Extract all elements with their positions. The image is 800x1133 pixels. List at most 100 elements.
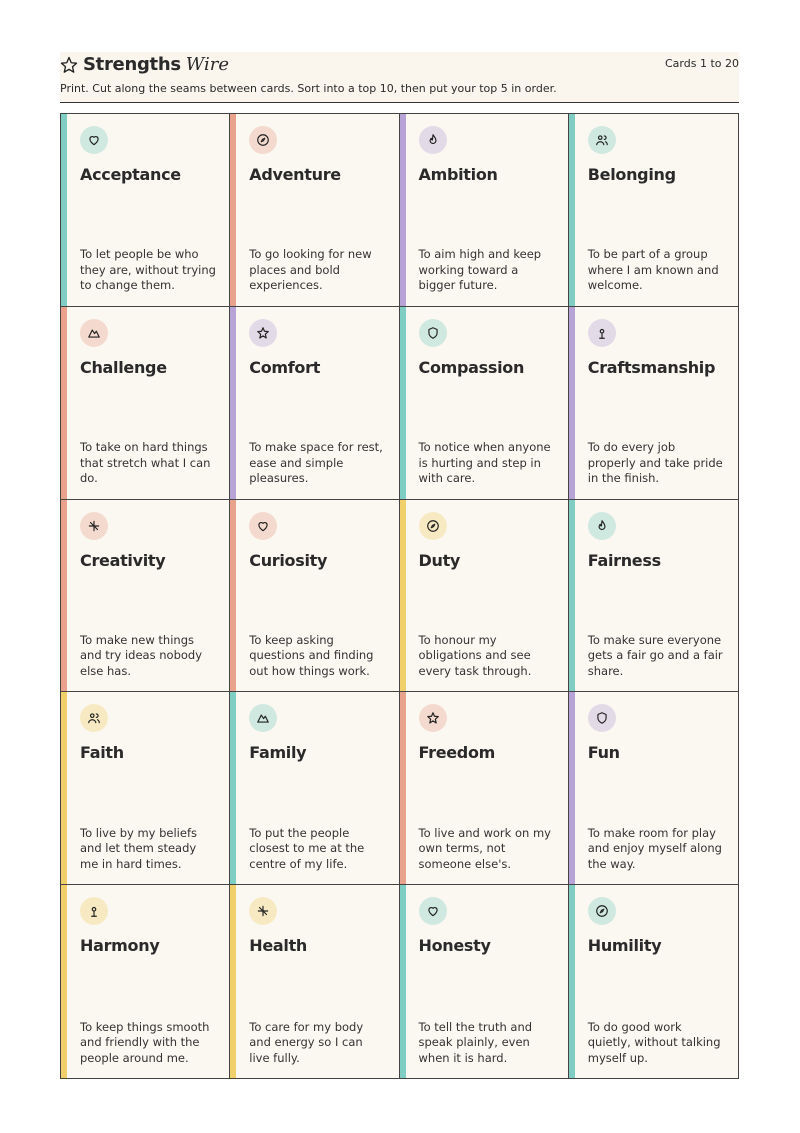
card-description: To make room for play and enjoy myself a… — [587, 825, 722, 871]
card-title: Health — [249, 936, 308, 956]
icon-glyph — [595, 135, 608, 146]
icon-glyph — [429, 134, 436, 145]
icon-glyph — [88, 713, 100, 724]
icon-bg — [418, 318, 447, 347]
card: Creativity To make new things and try ide… — [61, 499, 231, 693]
card-description: To do every job properly and take pride … — [587, 440, 723, 486]
card-icon — [418, 318, 447, 347]
card-title: Adventure — [249, 165, 341, 184]
card-title: Curiosity — [249, 550, 328, 570]
card-icon — [249, 511, 278, 540]
card-icon — [249, 126, 278, 154]
card-icon — [587, 318, 616, 347]
card: Freedom To live and work on my own terms,… — [399, 692, 569, 886]
icon-bg — [418, 704, 447, 733]
card-stripe — [61, 499, 67, 692]
card-icon — [80, 126, 108, 154]
card: Fairness To make sure everyone gets a fai… — [568, 499, 738, 693]
icon-glyph — [88, 329, 100, 338]
star-icon — [60, 56, 78, 73]
card-title: Comfort — [249, 357, 321, 377]
card: Humility To do good work quietly, without… — [568, 885, 738, 1078]
card: Challenge To take on hard things that str… — [61, 306, 231, 500]
card-description: To do good work quietly, without talking… — [587, 1019, 721, 1065]
icon-path — [427, 907, 438, 917]
icon-path — [258, 905, 269, 917]
card-stripe — [230, 306, 237, 499]
card: Honesty To tell the truth and speak plain… — [399, 885, 569, 1078]
card-title: Belonging — [587, 165, 676, 184]
icon-glyph — [258, 905, 269, 917]
card-title: Compassion — [418, 357, 525, 377]
icon-bg — [587, 704, 616, 733]
card-description: To tell the truth and speak plainly, eve… — [418, 1019, 533, 1065]
card: Acceptance To let people be who they are,… — [61, 114, 231, 307]
icon-path — [258, 521, 268, 531]
icon-glyph — [91, 907, 97, 918]
icon-bg — [587, 897, 616, 926]
card-range: Cards 1 to 20 — [665, 57, 739, 70]
card-title: Acceptance — [80, 165, 181, 184]
card-stripe — [568, 306, 575, 499]
icon-glyph — [257, 326, 270, 339]
card-icon — [418, 897, 447, 926]
card-title: Challenge — [80, 357, 167, 377]
icon-bg — [249, 511, 278, 540]
card-title: Faith — [80, 743, 124, 763]
card-title: Harmony — [80, 936, 160, 956]
icon-path — [91, 907, 97, 918]
icon-bg — [80, 704, 108, 733]
icon-path — [88, 713, 100, 724]
icon-glyph — [427, 907, 438, 917]
icon-path — [426, 519, 439, 532]
icon-path — [597, 712, 607, 725]
card: Duty To honour my obligations and see eve… — [399, 499, 569, 693]
icon-path — [595, 905, 608, 918]
card-icon — [587, 511, 616, 540]
card: Curiosity To keep asking questions and fi… — [230, 499, 400, 693]
card: Craftsmanship To do every job properly an… — [568, 306, 738, 500]
icon-bg — [249, 126, 278, 154]
icon-path — [429, 134, 436, 145]
icon-path — [89, 136, 99, 146]
icon-bg — [80, 126, 108, 154]
card-grid: Acceptance To let people be who they are,… — [60, 113, 739, 1079]
card-icon — [80, 511, 108, 540]
card-stripe — [399, 499, 406, 692]
icon-bg — [249, 318, 278, 347]
card-stripe — [568, 885, 575, 1078]
card-stripe — [399, 306, 406, 499]
card-icon — [587, 704, 616, 733]
card: Ambition To aim high and keep working tow… — [399, 114, 569, 307]
card-title: Craftsmanship — [587, 357, 716, 377]
icon-glyph — [89, 136, 99, 146]
icon-path — [598, 519, 606, 530]
icon-glyph — [427, 326, 438, 339]
icon-glyph — [257, 714, 270, 724]
icon-path — [88, 520, 100, 531]
card-stripe — [568, 114, 575, 306]
card-icon — [80, 318, 108, 347]
icon-glyph — [426, 519, 439, 532]
icon-glyph — [88, 520, 100, 531]
card-title: Freedom — [418, 743, 496, 763]
card: Harmony To keep things smooth and friendl… — [61, 885, 231, 1078]
instructions: Print. Cut along the seams between cards… — [60, 82, 557, 95]
icon-glyph — [426, 712, 439, 724]
card-stripe — [61, 692, 67, 885]
card: Family To put the people closest to me at… — [230, 692, 400, 886]
card-description: To make new things and try ideas nobody … — [80, 632, 203, 678]
card-description: To notice when anyone is hurting and ste… — [418, 440, 551, 486]
card-description: To put the people closest to me at the c… — [249, 825, 365, 871]
card-icon — [587, 126, 616, 154]
card-icon — [418, 511, 447, 540]
card-stripe — [230, 885, 237, 1078]
card-stripe — [399, 114, 406, 306]
card: Fun To make room for play and enjoy mysel… — [568, 692, 738, 886]
card-icon — [249, 704, 278, 733]
icon-path — [257, 134, 270, 146]
card-description: To make space for rest, ease and simple … — [249, 440, 383, 486]
card-description: To keep asking questions and finding out… — [249, 632, 374, 678]
icon-path — [427, 326, 438, 339]
title-row: Strengths Wire — [60, 54, 229, 75]
